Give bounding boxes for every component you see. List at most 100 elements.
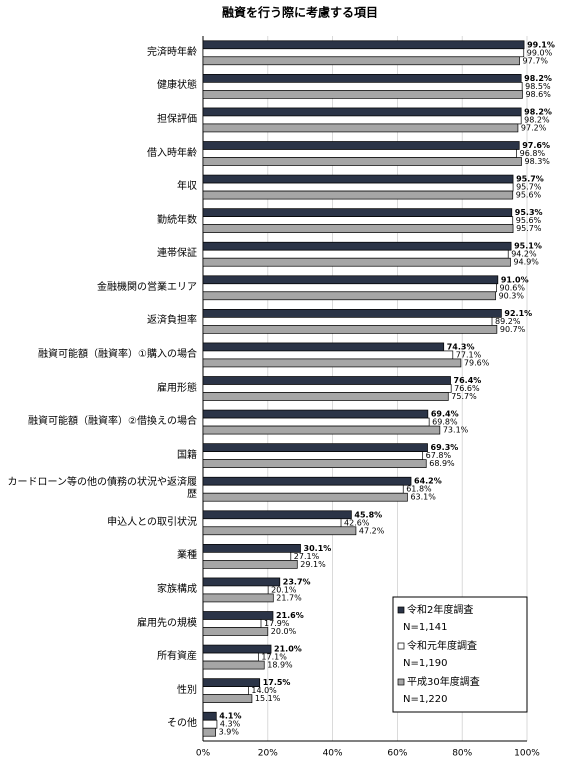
category-label: 家族構成 bbox=[157, 583, 197, 595]
value-label: 79.6% bbox=[464, 358, 490, 367]
bar bbox=[202, 544, 301, 553]
value-label: 4.1% bbox=[219, 712, 241, 721]
value-label: 73.1% bbox=[443, 426, 469, 435]
bar bbox=[202, 141, 520, 150]
value-label: 20.1% bbox=[271, 585, 297, 594]
value-label: 95.6% bbox=[516, 191, 542, 200]
category-label: 融資可能額（融資率）①購入の場合 bbox=[38, 348, 197, 360]
x-tick-label: 20% bbox=[258, 749, 278, 759]
legend-box bbox=[392, 596, 528, 713]
bar bbox=[202, 90, 523, 99]
bar bbox=[202, 451, 424, 460]
bar bbox=[202, 611, 274, 620]
x-tick-label: 100% bbox=[514, 749, 540, 759]
category-label: 融資可能額（融資率）②借換えの場合 bbox=[28, 416, 197, 428]
value-label: 47.2% bbox=[359, 526, 385, 535]
bar bbox=[202, 74, 522, 83]
bar bbox=[202, 577, 281, 587]
bar bbox=[202, 275, 499, 285]
value-label: 45.8% bbox=[354, 510, 382, 519]
category-label: 国籍 bbox=[177, 449, 197, 461]
value-label: 95.7% bbox=[516, 183, 542, 192]
bar bbox=[202, 241, 512, 251]
legend-swatch bbox=[397, 642, 405, 650]
value-label: 98.5% bbox=[525, 82, 551, 91]
bar bbox=[202, 476, 412, 486]
value-label: 95.7% bbox=[516, 224, 542, 233]
bar bbox=[202, 392, 449, 401]
bar bbox=[202, 376, 451, 385]
bar bbox=[202, 107, 522, 117]
bar bbox=[202, 82, 523, 91]
value-label: 95.1% bbox=[514, 242, 542, 251]
bar bbox=[202, 309, 502, 318]
legend-n: N=1,220 bbox=[403, 694, 448, 705]
category-label: 申込人との取引状況 bbox=[107, 516, 197, 528]
category-label: その他 bbox=[167, 718, 197, 730]
x-tick-label: 60% bbox=[387, 749, 407, 759]
value-label: 74.3% bbox=[447, 342, 475, 351]
bar bbox=[202, 619, 262, 628]
value-label: 98.3% bbox=[524, 157, 550, 166]
x-tick-label: 80% bbox=[452, 749, 472, 759]
bar bbox=[202, 115, 522, 125]
chart-title: 融資を行う際に考慮する項目 bbox=[222, 5, 378, 20]
bar bbox=[202, 384, 452, 393]
value-label: 68.9% bbox=[429, 459, 455, 468]
value-label: 29.1% bbox=[300, 560, 326, 569]
bar bbox=[202, 216, 514, 225]
legend-swatch bbox=[397, 606, 405, 614]
value-label: 27.1% bbox=[294, 552, 320, 561]
bar bbox=[202, 182, 514, 192]
value-label: 61.8% bbox=[406, 485, 432, 494]
category-label: カードローン等の他の債務の状況や返済履歴 bbox=[7, 477, 198, 501]
x-tick-label: 40% bbox=[323, 749, 343, 759]
value-label: 69.3% bbox=[431, 443, 459, 452]
value-label: 95.6% bbox=[516, 216, 542, 225]
value-label: 90.3% bbox=[499, 291, 525, 300]
bar bbox=[202, 585, 269, 595]
bar bbox=[202, 224, 514, 233]
bar bbox=[202, 686, 249, 695]
category-label: 性別 bbox=[177, 684, 197, 696]
bar bbox=[202, 358, 462, 368]
bar bbox=[202, 443, 428, 452]
value-label: 64.2% bbox=[414, 477, 442, 486]
bar bbox=[202, 518, 342, 528]
value-label: 97.7% bbox=[523, 56, 549, 65]
bar bbox=[202, 719, 218, 729]
value-label: 30.1% bbox=[304, 544, 332, 553]
category-label: 借入時年齢 bbox=[147, 147, 197, 159]
bar bbox=[202, 257, 511, 267]
bar bbox=[202, 249, 509, 259]
bar bbox=[202, 526, 357, 536]
value-label: 20.0% bbox=[271, 627, 297, 636]
value-label: 69.4% bbox=[431, 410, 459, 419]
value-label: 21.0% bbox=[274, 645, 302, 654]
value-label: 18.9% bbox=[267, 661, 293, 670]
bar bbox=[202, 694, 253, 703]
value-label: 98.2% bbox=[524, 107, 552, 116]
bar bbox=[202, 711, 217, 721]
value-label: 97.2% bbox=[521, 123, 547, 132]
category-label: 勤続年数 bbox=[157, 214, 197, 226]
category-label: 金融機関の営業エリア bbox=[97, 281, 197, 293]
value-label: 17.5% bbox=[263, 678, 291, 687]
bar bbox=[202, 727, 216, 737]
legend-label: 令和元年度調査 bbox=[407, 639, 477, 652]
bar bbox=[202, 660, 265, 670]
value-label: 77.1% bbox=[456, 350, 482, 359]
category-label: 雇用形態 bbox=[157, 382, 197, 394]
bar bbox=[202, 627, 269, 636]
value-label: 23.7% bbox=[283, 577, 311, 586]
value-label: 67.8% bbox=[426, 451, 452, 460]
category-label: 業種 bbox=[177, 550, 197, 562]
value-label: 98.2% bbox=[524, 115, 550, 124]
value-label: 94.2% bbox=[511, 250, 537, 259]
value-label: 3.9% bbox=[219, 728, 240, 737]
value-label: 98.6% bbox=[525, 90, 551, 99]
bar bbox=[202, 350, 454, 360]
category-label: 返済負担率 bbox=[147, 315, 197, 327]
